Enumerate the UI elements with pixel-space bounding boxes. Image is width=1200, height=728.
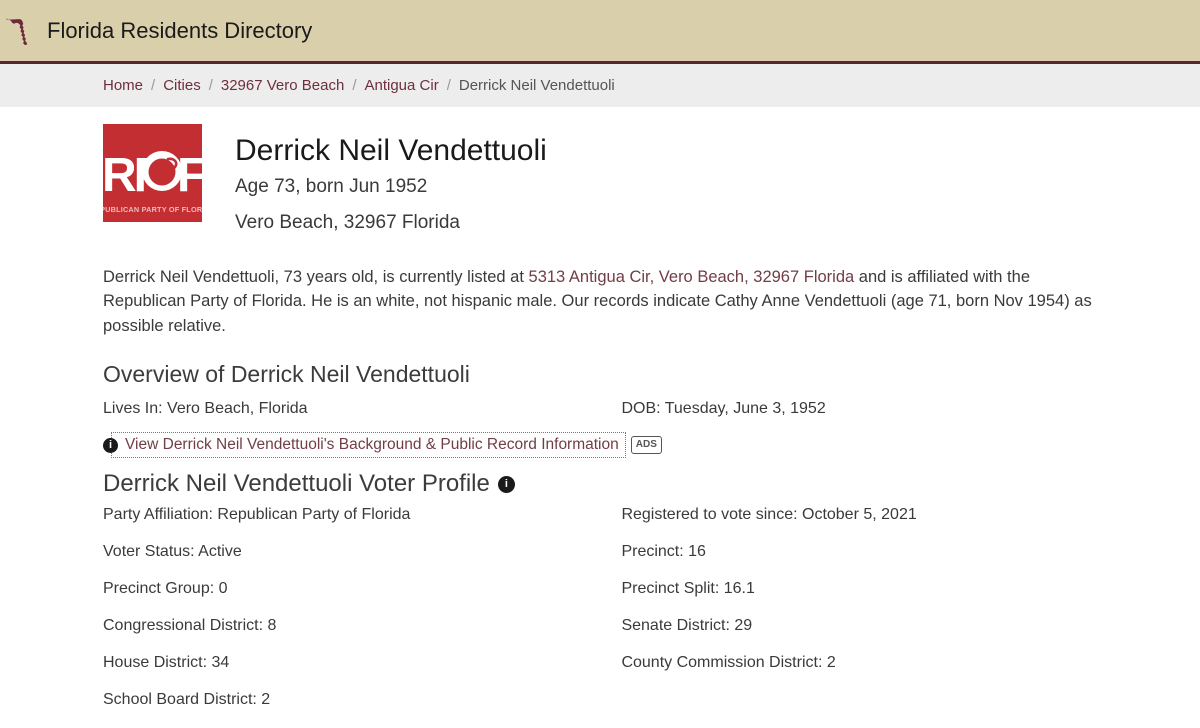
svg-text:REPUBLICAN PARTY OF FLORIDA: REPUBLICAN PARTY OF FLORIDA (103, 205, 202, 214)
svg-text:F: F (177, 149, 202, 202)
